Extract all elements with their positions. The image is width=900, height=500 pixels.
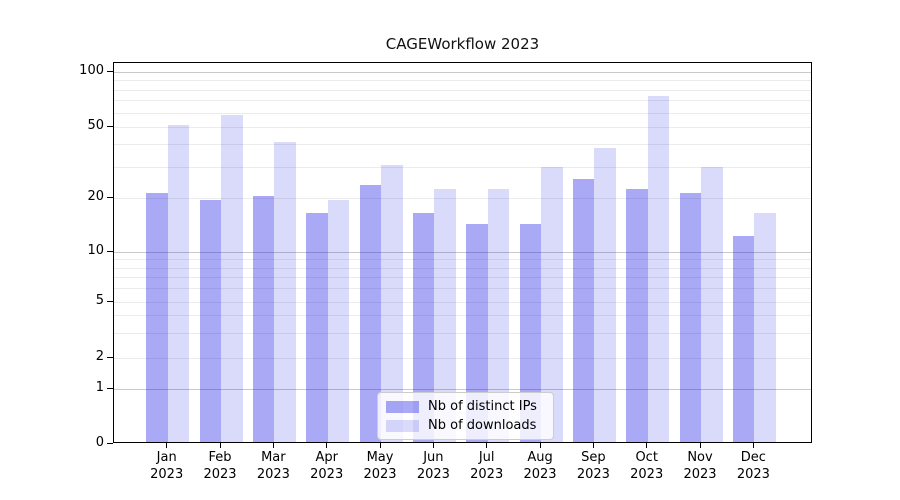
x-tick-label: Oct 2023 — [630, 450, 664, 482]
y-tick-label: 5 — [95, 292, 104, 308]
legend-swatch-distinct-ips — [386, 400, 419, 413]
bar-distinct-ips — [252, 196, 275, 442]
x-tick-label: Mar 2023 — [256, 450, 290, 482]
bar-distinct-ips — [732, 235, 755, 442]
y-tick-label: 50 — [87, 118, 104, 133]
bar-distinct-ips — [306, 213, 328, 442]
y-tick-label: 1 — [95, 380, 104, 396]
y-gridline-minor — [114, 277, 811, 279]
bar-downloads — [327, 200, 350, 442]
x-tick — [272, 443, 274, 448]
bar-distinct-ips — [626, 188, 648, 442]
legend-item: Nb of distinct IPs — [386, 399, 545, 415]
x-tick — [219, 443, 221, 448]
x-tick — [432, 443, 434, 448]
bar-downloads — [381, 164, 403, 442]
x-tick-label: Feb 2023 — [203, 450, 237, 482]
y-tick-label: 0 — [95, 434, 104, 450]
y-gridline-minor — [114, 100, 811, 102]
y-gridline-minor — [114, 267, 811, 269]
y-tick — [107, 300, 113, 302]
x-tick — [752, 443, 754, 448]
y-gridline-minor — [114, 288, 811, 290]
y-gridline-minor — [114, 144, 811, 146]
y-gridline-major — [114, 389, 811, 391]
y-gridline-minor — [114, 259, 811, 261]
x-tick-label: Apr 2023 — [310, 450, 344, 482]
y-gridline-minor — [114, 315, 811, 317]
bar-downloads — [754, 213, 776, 442]
bar-distinct-ips — [519, 223, 542, 442]
y-tick-label: 100 — [79, 63, 104, 78]
y-tick — [107, 71, 113, 72]
bar-downloads — [221, 114, 243, 442]
x-tick — [699, 443, 701, 448]
x-tick-label: Aug 2023 — [523, 450, 557, 482]
y-gridline-minor — [114, 333, 811, 335]
legend: Nb of distinct IPs Nb of downloads — [377, 392, 554, 440]
bar-downloads — [274, 142, 296, 442]
bar-distinct-ips — [199, 200, 222, 442]
y-tick — [107, 126, 113, 127]
bar-downloads — [167, 125, 190, 442]
bar-downloads — [487, 188, 510, 442]
y-gridline-minor — [114, 166, 811, 168]
x-tick — [326, 443, 328, 448]
bar-downloads — [434, 188, 456, 442]
x-tick — [166, 443, 168, 448]
y-gridline-minor — [114, 89, 811, 91]
y-tick-label: 10 — [87, 242, 104, 258]
x-tick-label: Jun 2023 — [416, 450, 450, 482]
bar-downloads — [541, 167, 563, 442]
y-tick-label: 2 — [95, 349, 104, 365]
x-tick-label: Sep 2023 — [576, 450, 610, 482]
bar-distinct-ips — [679, 192, 702, 442]
x-tick — [592, 443, 594, 448]
y-tick — [107, 357, 113, 359]
x-tick — [486, 443, 488, 448]
x-tick — [539, 443, 541, 448]
bar-downloads — [647, 96, 670, 442]
y-tick — [107, 442, 113, 444]
y-tick — [107, 388, 113, 390]
bar-distinct-ips — [412, 213, 435, 442]
bar-distinct-ips — [146, 192, 168, 442]
legend-label: Nb of distinct IPs — [428, 398, 537, 414]
x-tick-label: Jul 2023 — [470, 450, 504, 482]
y-gridline-minor — [114, 127, 811, 128]
bar-distinct-ips — [359, 185, 382, 442]
y-gridline-major — [114, 72, 811, 73]
bar-downloads — [701, 167, 723, 442]
y-gridline-major — [114, 251, 811, 253]
legend-swatch-downloads — [386, 419, 419, 432]
bar-distinct-ips — [466, 223, 488, 442]
x-tick — [646, 443, 648, 448]
legend-label: Nb of downloads — [428, 417, 537, 433]
y-gridline-minor — [114, 112, 811, 114]
chart-title: CAGEWorkflow 2023 — [385, 35, 540, 53]
x-tick-label: Jan 2023 — [150, 450, 184, 482]
x-tick-label: May 2023 — [363, 450, 397, 482]
y-gridline-minor — [114, 80, 811, 82]
legend-item: Nb of downloads — [386, 418, 545, 434]
y-tick — [107, 250, 113, 252]
x-tick-label: Dec 2023 — [736, 450, 770, 482]
x-tick — [379, 443, 381, 448]
bar-downloads — [594, 148, 616, 442]
y-gridline-minor — [114, 358, 811, 360]
bar-distinct-ips — [572, 178, 595, 442]
y-gridline-minor — [114, 301, 811, 303]
plot-area — [113, 62, 812, 443]
x-tick-label: Nov 2023 — [683, 450, 717, 482]
y-gridline-minor — [114, 198, 811, 200]
y-tick — [107, 197, 113, 199]
y-tick-label: 20 — [87, 189, 104, 205]
